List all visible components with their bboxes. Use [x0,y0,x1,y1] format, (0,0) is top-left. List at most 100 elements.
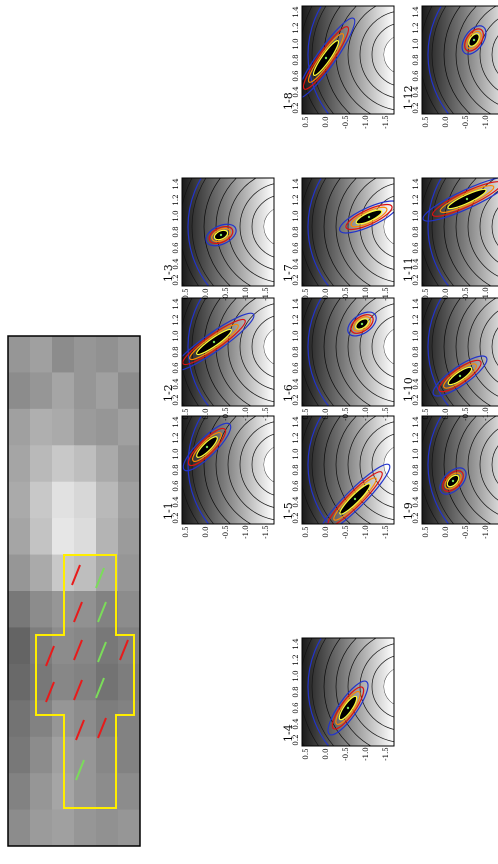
x-tick-label: 0.5 [302,408,310,419]
y-tick-label: 0.8 [292,464,300,475]
y-tick-label: 0.6 [172,480,180,492]
y-tick-label: 1.0 [412,330,420,341]
panel-grid: 1.41.21.00.80.60.40.20.5 0.0 -0.5 -1.0 -1.51… [162,0,498,803]
x-tick-label: -1.0 [482,407,490,421]
y-tick-label: 0.8 [412,54,420,65]
y-tick-label: 1.2 [172,194,180,205]
x-tick-label: 0.0 [442,408,450,419]
y-tick-label: 1.4 [172,416,180,428]
y-tick-label: 1.2 [412,432,420,443]
y-tick-label: 0.8 [292,686,300,697]
y-tick-label: 0.6 [412,362,420,374]
x-tick-label: -1.5 [382,407,390,421]
x-tick-label: -1.5 [262,525,270,539]
y-tick-label: 1.2 [292,314,300,325]
x-tick-label: 0.5 [302,288,310,299]
x-tick-label: -1.0 [362,407,370,421]
y-tick-label: 0.8 [172,226,180,237]
y-tick-label: 0.6 [412,70,420,82]
x-tick-label: 0.0 [202,408,210,419]
y-tick-label: 1.2 [292,432,300,443]
x-tick-label: -1.0 [482,115,490,129]
y-tick-label: 1.4 [292,178,300,190]
x-tick-label: -1.5 [382,115,390,129]
y-tick-label: 0.8 [412,226,420,237]
y-tick-label: 0.8 [412,464,420,475]
y-tick-label: 0.6 [172,362,180,374]
y-tick-label: 1.2 [292,194,300,205]
x-tick-label: 0.0 [322,408,330,419]
x-tick-label: -0.5 [462,287,470,301]
x-tick-label: -0.5 [342,525,350,539]
y-tick-label: 0.6 [412,242,420,254]
x-tick-label: -1.5 [382,287,390,301]
y-tick-label: 0.6 [292,242,300,254]
y-tick-label: 0.6 [292,480,300,492]
panel-label: 1-1 [162,502,175,520]
y-tick-label: 1.0 [412,448,420,459]
intensity-map [8,336,141,847]
y-tick-label: 1.4 [292,416,300,428]
x-tick-label: 0.5 [422,288,430,299]
x-tick-label: 0.0 [322,748,330,759]
x-tick-label: -0.5 [462,407,470,421]
y-tick-label: 1.4 [292,298,300,310]
y-tick-label: 0.8 [172,464,180,475]
y-tick-label: 1.0 [292,670,300,681]
x-tick-label: 0.5 [422,408,430,419]
x-tick-label: 0.0 [322,526,330,537]
x-tick-label: 0.5 [302,748,310,759]
x-tick-label: -1.0 [482,287,490,301]
x-tick-label: -1.5 [382,525,390,539]
y-tick-label: 1.2 [412,22,420,33]
panel-label: 1-5 [282,502,295,520]
y-tick-label: 1.2 [292,22,300,33]
y-tick-label: 1.4 [412,298,420,310]
y-tick-label: 1.0 [412,210,420,221]
y-tick-label: 1.0 [292,210,300,221]
x-tick-label: 0.5 [422,526,430,537]
y-tick-label: 1.4 [172,298,180,310]
x-tick-label: -0.5 [222,407,230,421]
panel-label: 1-9 [402,502,415,520]
y-tick-label: 0.6 [292,702,300,714]
x-tick-label: 0.0 [202,526,210,537]
panel-label: 1-10 [402,377,415,402]
x-tick-label: -1.5 [262,287,270,301]
y-tick-label: 1.0 [292,38,300,49]
x-tick-label: -1.0 [362,115,370,129]
y-tick-label: 0.6 [412,480,420,492]
x-tick-label: -0.5 [342,407,350,421]
y-tick-label: 1.4 [412,178,420,190]
y-tick-label: 0.8 [292,346,300,357]
y-tick-label: 1.0 [172,210,180,221]
panel-label: 1-2 [162,384,175,402]
x-tick-label: -1.0 [362,747,370,761]
x-tick-label: -0.5 [342,287,350,301]
x-tick-label: -1.0 [242,287,250,301]
panel-label: 1-3 [162,264,175,282]
x-tick-label: -1.0 [242,525,250,539]
y-tick-label: 1.2 [172,314,180,325]
panel-label: 1-7 [282,264,295,282]
y-tick-label: 1.4 [292,638,300,650]
x-tick-label: 0.0 [322,116,330,127]
x-tick-label: 0.5 [422,116,430,127]
y-tick-label: 0.6 [292,70,300,82]
y-tick-label: 0.6 [292,362,300,374]
panel-1-4: 1.41.21.00.80.60.40.20.5 0.0 -0.5 -1.0 -1.51… [282,571,498,803]
x-tick-label: -1.5 [262,407,270,421]
y-tick-label: 1.0 [292,330,300,341]
x-tick-label: -0.5 [222,525,230,539]
panel-label: 1-11 [402,257,415,282]
x-tick-label: 0.0 [442,526,450,537]
y-tick-label: 1.0 [172,448,180,459]
x-tick-label: -0.5 [462,525,470,539]
x-tick-label: -1.5 [382,747,390,761]
x-tick-label: 0.0 [202,288,210,299]
x-tick-label: 0.5 [302,116,310,127]
x-tick-label: -0.5 [342,747,350,761]
y-tick-label: 1.2 [172,432,180,443]
